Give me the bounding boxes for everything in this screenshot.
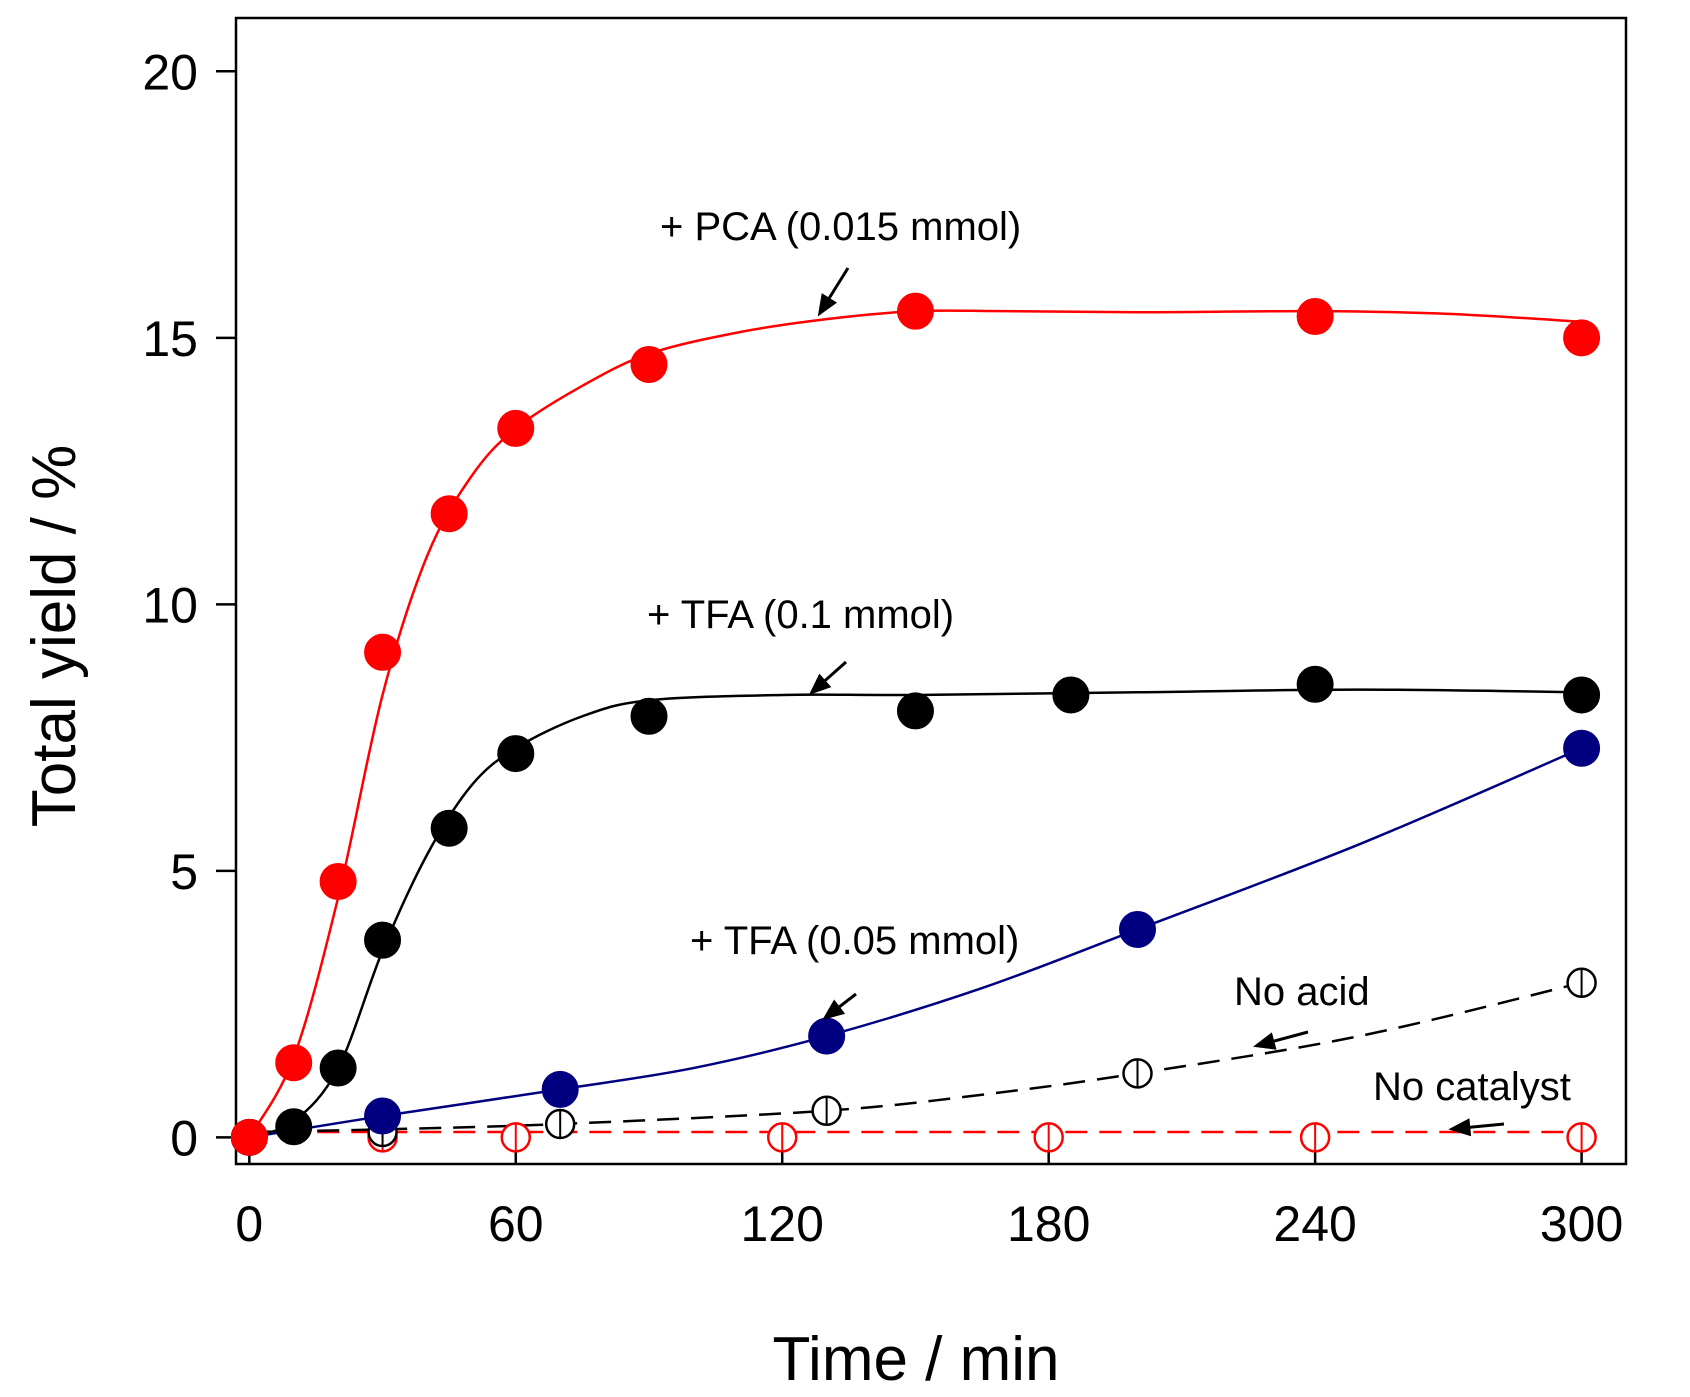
point-tfa-0-1-mmol	[319, 1049, 357, 1087]
point-pca-0-015-mmol	[497, 409, 535, 447]
point-pca-0-015-mmol	[230, 1118, 268, 1156]
point-tfa-0-1-mmol	[497, 735, 535, 773]
y-tick-label-0: 0	[170, 1110, 198, 1166]
annotation-arrow-head	[817, 293, 838, 317]
annotation-tfa-0-05-mmol: + TFA (0.05 mmol)	[690, 919, 1019, 963]
fit-line-tfa-0-05-mmol	[249, 747, 1583, 1139]
annotation-tfa-0-1-mmol: + TFA (0.1 mmol)	[647, 593, 954, 637]
point-tfa-0-1-mmol	[275, 1108, 313, 1146]
point-tfa-0-05-mmol	[541, 1070, 579, 1108]
fit-line-tfa-0-1-mmol	[248, 688, 1582, 1139]
point-pca-0-015-mmol	[319, 862, 357, 900]
point-tfa-0-1-mmol	[630, 697, 668, 735]
y-axis-title: Total yield / %	[20, 445, 89, 828]
plot-frame	[234, 16, 1628, 1166]
x-tick-label-120: 120	[741, 1196, 824, 1252]
point-tfa-0-05-mmol	[1119, 910, 1157, 948]
point-tfa-0-05-mmol	[808, 1017, 846, 1055]
y-tick-label-20: 20	[142, 44, 198, 100]
point-pca-0-015-mmol	[630, 345, 668, 383]
annotation-arrow-head	[822, 999, 846, 1021]
point-tfa-0-1-mmol	[896, 692, 934, 730]
annotation-arrow-head	[808, 673, 832, 695]
annotation-arrow-head	[1252, 1032, 1277, 1050]
point-tfa-0-05-mmol	[364, 1097, 402, 1135]
annotation-no-acid: No acid	[1234, 970, 1370, 1014]
point-tfa-0-1-mmol	[1563, 676, 1601, 714]
point-tfa-0-1-mmol	[364, 921, 402, 959]
point-tfa-0-05-mmol	[1563, 729, 1601, 767]
point-tfa-0-1-mmol	[1296, 665, 1334, 703]
x-tick-label-180: 180	[1007, 1196, 1090, 1252]
point-pca-0-015-mmol	[896, 292, 934, 330]
point-pca-0-015-mmol	[1296, 297, 1334, 335]
x-tick-label-0: 0	[235, 1196, 263, 1252]
x-tick-label-60: 60	[488, 1196, 544, 1252]
x-tick-label-300: 300	[1540, 1196, 1623, 1252]
fit-line-no-acid	[249, 981, 1582, 1134]
point-tfa-0-1-mmol	[430, 809, 468, 847]
annotation-no-catalyst: No catalyst	[1373, 1065, 1571, 1109]
y-tick-label-10: 10	[142, 577, 198, 633]
y-tick-label-15: 15	[142, 311, 198, 367]
x-axis-title: Time / min	[772, 1325, 1059, 1394]
point-pca-0-015-mmol	[364, 633, 402, 671]
y-tick-label-5: 5	[170, 844, 198, 900]
annotation-arrow-head	[1448, 1118, 1472, 1137]
annotation-pca-0-015-mmol: + PCA (0.015 mmol)	[660, 205, 1021, 249]
point-pca-0-015-mmol	[430, 495, 468, 533]
x-tick-label-240: 240	[1273, 1196, 1356, 1252]
point-pca-0-015-mmol	[1563, 319, 1601, 357]
point-pca-0-015-mmol	[275, 1044, 313, 1082]
point-tfa-0-1-mmol	[1052, 676, 1090, 714]
